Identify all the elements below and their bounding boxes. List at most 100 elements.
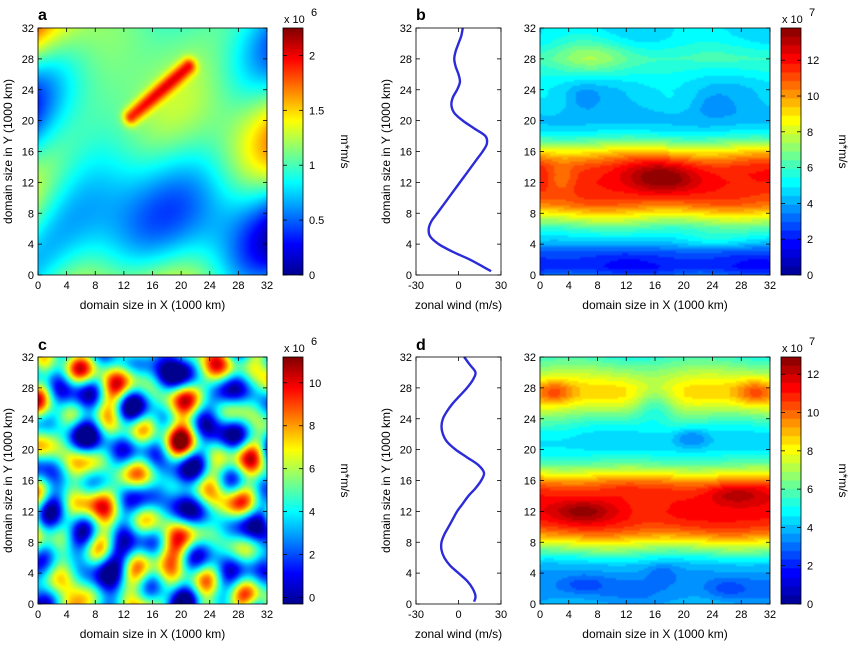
heatmap-field: [38, 28, 267, 275]
x-tick-label: 20: [678, 609, 690, 621]
colorbar-frame: [780, 356, 802, 605]
colorbar: 0 2 4 6 8 10 12 x 10 7 m*m/s: [780, 7, 850, 282]
colorbar-tick-label: 8: [807, 127, 813, 139]
x-tick-label: 32: [764, 280, 776, 292]
colorbar: 0 2 4 6 8 10 12 x 10 7 m*m/s: [780, 336, 850, 611]
colorbar-exponent-power: 7: [809, 7, 815, 19]
y-tick-label: 4: [28, 239, 34, 251]
x-tick-label: 24: [204, 280, 216, 292]
x-tick-label: 12: [620, 280, 632, 292]
zonal-wind-line: [439, 356, 486, 603]
colorbar-tick-label: 0.5: [309, 215, 324, 227]
x-tick-label: 24: [706, 280, 718, 292]
colorbar-tick-label: 0: [309, 270, 315, 282]
x-tick-label: 8: [92, 280, 98, 292]
y-axis-label: domain size in Y (1000 km): [379, 408, 393, 553]
y-axis-label: domain size in Y (1000 km): [379, 79, 393, 224]
colorbar: 0 0.5 1 1.5 2 x 10 6 m*m/s: [282, 7, 352, 282]
colorbar-frame: [282, 27, 304, 276]
colorbar-tick-label: 12: [807, 369, 819, 381]
colorbar-exponent-power: 6: [311, 7, 317, 19]
y-tick-label: 20: [400, 445, 412, 457]
y-tick-label: 16: [22, 147, 34, 159]
x-tick-label: 28: [232, 280, 244, 292]
x-tick-label: 20: [175, 280, 187, 292]
heatmap-field: [540, 28, 770, 275]
y-tick-label: 32: [524, 23, 536, 35]
x-tick-label: 16: [146, 609, 158, 621]
heatmap-panel-c: 0 4 8 12 16 20 24 28 32 0 4 8 12 16 20 24 28 32 domain siz…: [1, 352, 273, 641]
y-tick-label: 28: [400, 54, 412, 66]
y-tick-label: 28: [524, 54, 536, 66]
x-tick-label: 4: [566, 609, 572, 621]
colorbar-tick-label: 10: [807, 91, 819, 103]
y-tick-label: 8: [406, 537, 412, 549]
x-tick-label: 0: [35, 609, 41, 621]
y-tick-label: 20: [22, 116, 34, 128]
x-tick-label: 12: [620, 609, 632, 621]
y-tick-label: 32: [524, 352, 536, 364]
x-tick-label: 4: [566, 280, 572, 292]
x-tick-label: 12: [118, 609, 130, 621]
heatmap-field: [38, 357, 267, 604]
y-tick-label: 0: [406, 599, 412, 611]
colorbar-exponent: x 10: [284, 14, 305, 26]
colorbar-tick-label: 2: [807, 561, 813, 573]
plot-background: [416, 28, 501, 275]
y-tick-label: 32: [22, 352, 34, 364]
colorbar-exponent: x 10: [782, 343, 803, 355]
x-tick-label: 4: [64, 280, 70, 292]
colorbar-tick-label: 6: [807, 484, 813, 496]
colorbar-tick-label: 6: [807, 163, 813, 175]
heatmap-panel-d: 0 4 8 12 16 20 24 28 32 0 4 8 12 16 20 24 28 32 domain siz…: [524, 352, 776, 641]
y-tick-label: 0: [530, 599, 536, 611]
x-tick-label: 0: [537, 609, 543, 621]
colorbar-unit-label: m*m/s: [836, 135, 850, 169]
heatmap-panel-a: 0 4 8 12 16 20 24 28 32 0 4 8 12 16 20 24 28 32 domain siz…: [1, 23, 273, 312]
zonal-wind-line: [427, 27, 492, 273]
colorbar-gradient: [283, 357, 303, 604]
colorbar-unit-label: m*m/s: [836, 464, 850, 498]
y-tick-label: 28: [524, 383, 536, 395]
x-tick-label: 24: [204, 609, 216, 621]
y-tick-label: 0: [530, 270, 536, 282]
plot-background: [416, 357, 501, 604]
x-tick-label: 32: [764, 609, 776, 621]
colorbar-tick-label: 2: [309, 550, 315, 562]
y-axis-label: domain size in Y (1000 km): [1, 408, 15, 553]
colorbar-gradient: [781, 28, 801, 275]
y-tick-label: 4: [530, 568, 536, 580]
x-tick-label: 32: [261, 280, 273, 292]
x-axis-label: zonal wind (m/s): [415, 627, 502, 641]
y-tick-label: 28: [400, 383, 412, 395]
colorbar-tick-label: 2: [807, 234, 813, 246]
x-tick-label: 28: [735, 280, 747, 292]
y-tick-label: 28: [22, 383, 34, 395]
y-tick-label: 12: [22, 177, 34, 189]
x-tick-label: 0: [35, 280, 41, 292]
colorbar-unit-label: m*m/s: [338, 135, 352, 169]
x-tick-label: 16: [649, 280, 661, 292]
y-tick-label: 12: [524, 506, 536, 518]
y-tick-label: 24: [22, 414, 34, 426]
colorbar-tick-label: 12: [807, 55, 819, 67]
x-tick-label: 28: [232, 609, 244, 621]
x-tick-label: -30: [408, 280, 424, 292]
y-tick-label: 20: [524, 445, 536, 457]
y-tick-label: 32: [400, 352, 412, 364]
colorbar-frame: [282, 356, 304, 605]
y-tick-label: 8: [530, 537, 536, 549]
heatmap-field: [540, 357, 770, 604]
colorbar-tick-label: 8: [807, 446, 813, 458]
y-tick-label: 8: [530, 208, 536, 220]
colorbar-tick-label: 4: [807, 198, 813, 210]
y-tick-label: 16: [524, 476, 536, 488]
colorbar-tick-label: 8: [309, 421, 315, 433]
x-tick-label: 30: [495, 609, 507, 621]
x-tick-label: 8: [594, 609, 600, 621]
y-axis-label: domain size in Y (1000 km): [1, 79, 15, 224]
y-tick-label: 20: [400, 116, 412, 128]
y-tick-label: 20: [524, 116, 536, 128]
y-tick-label: 24: [400, 414, 412, 426]
y-tick-label: 20: [22, 445, 34, 457]
